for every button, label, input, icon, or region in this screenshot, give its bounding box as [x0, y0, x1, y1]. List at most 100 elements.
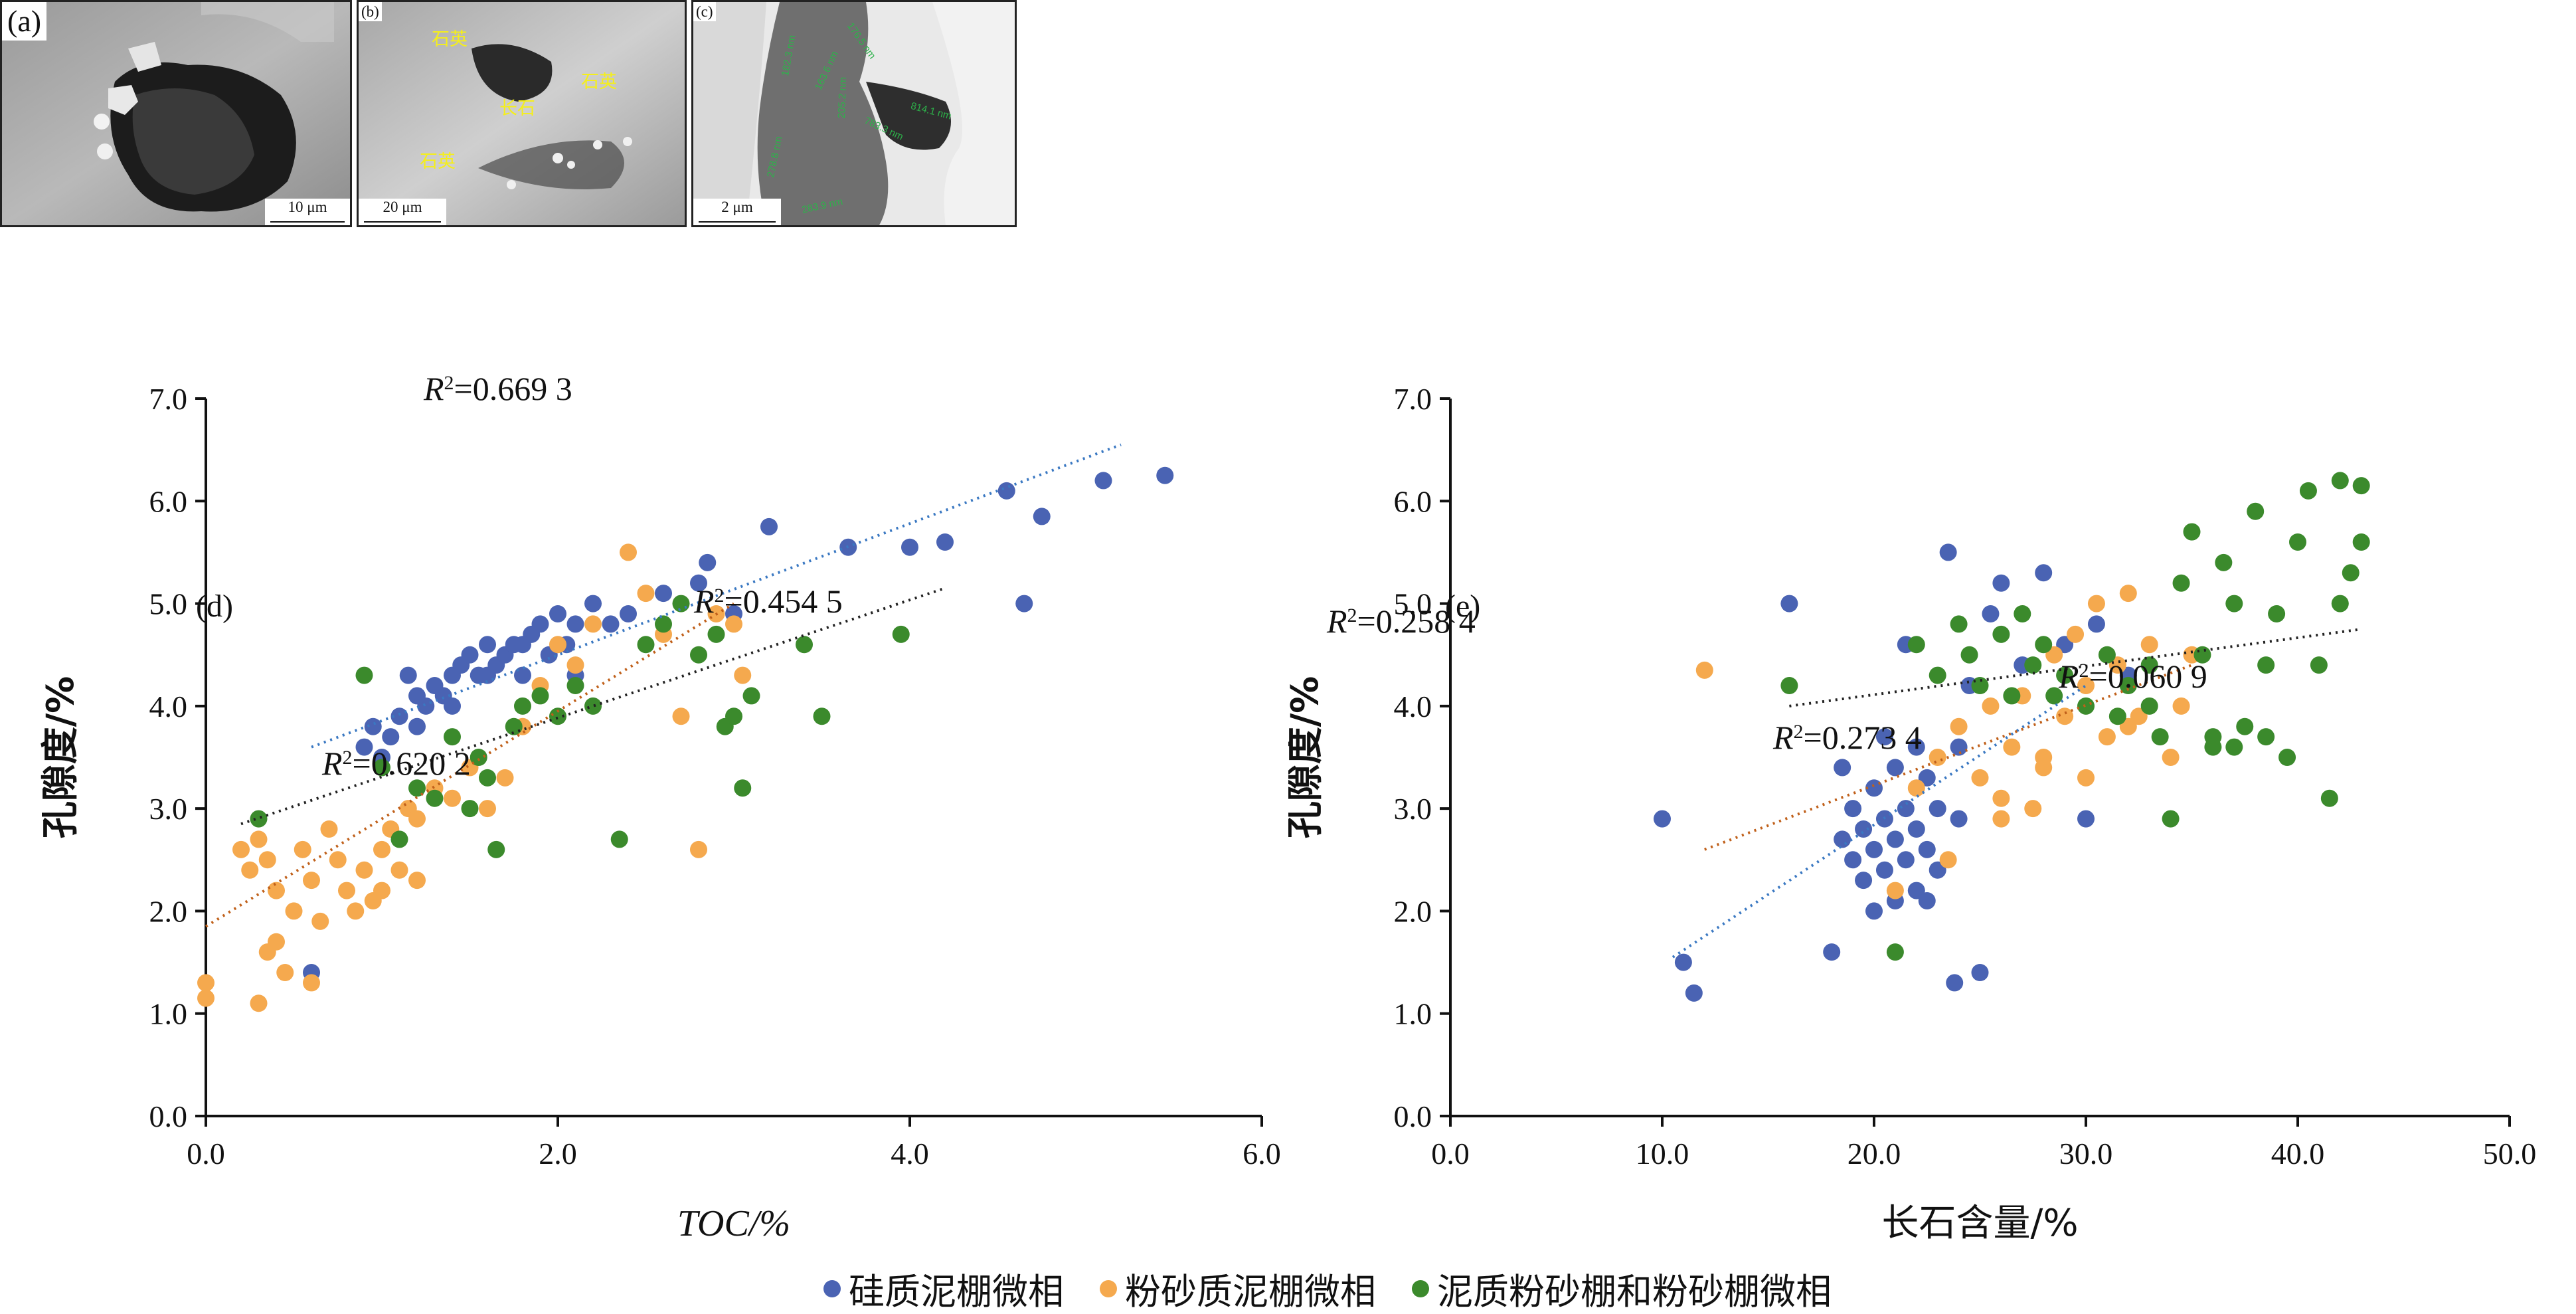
data-point [1886, 943, 1904, 961]
x-tick-label: 30.0 [2059, 1137, 2113, 1171]
data-point [311, 912, 329, 930]
data-point [1929, 666, 1946, 684]
data-point [408, 687, 426, 705]
data-point [2140, 636, 2158, 654]
data-point [725, 707, 742, 725]
legend-item-argillaceous: 泥质粉砂棚和粉砂棚微相 [1412, 1262, 1832, 1314]
y-tick-label: 3.0 [1394, 792, 1432, 826]
data-point [2247, 502, 2265, 520]
data-point [1918, 892, 1936, 909]
data-point [690, 840, 707, 858]
data-point [690, 574, 707, 592]
data-point [1033, 508, 1051, 525]
data-point [1780, 677, 1798, 694]
data-point [470, 749, 487, 766]
data-point [1950, 738, 1968, 756]
data-point [1960, 646, 1978, 664]
data-point [2077, 677, 2095, 694]
data-point [1971, 677, 1989, 694]
sem-image-c: (c) 182.3 nm 176.5 nm 163.6 nm 205.2 nm … [691, 0, 1017, 227]
data-point [2162, 749, 2180, 766]
trend-line [240, 587, 946, 826]
data-point [2140, 697, 2158, 715]
mineral-label-quartz-1: 石英 [432, 29, 468, 50]
data-point [1855, 820, 1873, 838]
data-point [2098, 646, 2116, 664]
data-point [637, 636, 655, 654]
data-point [892, 625, 910, 643]
data-point [303, 974, 320, 992]
legend-item-silty: 粉砂质泥棚微相 [1100, 1262, 1376, 1314]
data-point [514, 636, 531, 654]
data-point [1946, 974, 1964, 992]
x-tick-label: 4.0 [891, 1137, 929, 1171]
data-point [2108, 656, 2126, 674]
data-point [2087, 615, 2105, 633]
scale-label-b: 20 μm [383, 199, 422, 215]
legend-marker-green [1412, 1279, 1429, 1297]
data-point [1929, 749, 1946, 766]
data-point [479, 636, 496, 654]
data-point [1855, 872, 1873, 890]
data-point [444, 728, 461, 746]
data-point [1950, 615, 1968, 633]
data-point [742, 687, 760, 705]
scale-line-c [699, 221, 776, 223]
sem-micrograph-c [693, 2, 1015, 225]
scale-label-c: 2 μm [721, 199, 753, 215]
data-point [2024, 800, 2042, 818]
data-point [734, 666, 752, 684]
data-point [197, 974, 215, 992]
data-point [2257, 656, 2275, 674]
data-point [2035, 636, 2053, 654]
legend: 硅质泥棚微相 粉砂质泥棚微相 泥质粉砂棚和粉砂棚微相 [823, 1262, 1855, 1314]
data-point [1982, 605, 2000, 622]
scale-line-b [364, 221, 441, 223]
data-point [1950, 810, 1968, 828]
data-point [1886, 830, 1904, 848]
data-point [672, 707, 690, 725]
data-point [584, 697, 602, 715]
data-point [1907, 779, 1925, 797]
data-point [2003, 687, 2021, 705]
data-point [1918, 840, 1936, 858]
data-point [338, 882, 355, 899]
data-point [2352, 477, 2370, 495]
data-point [268, 882, 285, 899]
data-point [364, 717, 382, 735]
pore-size-label-4: 205.2 nm [836, 76, 849, 119]
data-point [2172, 574, 2190, 592]
y-tick-label: 4.0 [1394, 690, 1432, 723]
data-point [355, 666, 373, 684]
data-point [1654, 810, 1671, 828]
r2-annotation: R2=0.454 5 [693, 583, 843, 620]
data-point [936, 533, 954, 551]
data-point [1834, 830, 1851, 848]
sem-image-a: (a) 10 μm [0, 0, 352, 227]
x-tick-label: 0.0 [187, 1137, 225, 1171]
data-point [655, 615, 672, 633]
data-point [602, 615, 620, 633]
data-point [2119, 717, 2137, 735]
plot-area: 0.0 10.0 20.0 30.0 40.0 50.0 0.0 1.0 2.0 3.0 4.0 5.… [1288, 382, 2536, 1245]
scale-bar-a: 10 μm [265, 199, 350, 225]
data-point [1971, 769, 1989, 787]
data-point [2204, 738, 2222, 756]
chart-d: 0.0 2.0 4.0 6.0 0.0 1.0 2.0 3.0 4.0 5.0 6.0 7.0 (d) T… [39, 370, 1281, 1244]
x-tick-label: 50.0 [2483, 1137, 2537, 1171]
data-point [1834, 759, 1851, 777]
data-point [2098, 728, 2116, 746]
data-point [1907, 636, 1925, 654]
y-tick-label: 6.0 [149, 484, 188, 518]
x-tick-label: 40.0 [2271, 1137, 2325, 1171]
data-point [1695, 661, 1713, 679]
data-point [2056, 636, 2074, 654]
panel-label: (d) [196, 589, 233, 624]
data-point [250, 830, 268, 848]
y-tick-label: 2.0 [149, 894, 188, 928]
data-point [241, 861, 259, 879]
data-point [2310, 656, 2328, 674]
data-point [461, 800, 479, 818]
r2-annotation: R2=0.273 4 [1772, 719, 1922, 756]
data-point [303, 872, 320, 890]
